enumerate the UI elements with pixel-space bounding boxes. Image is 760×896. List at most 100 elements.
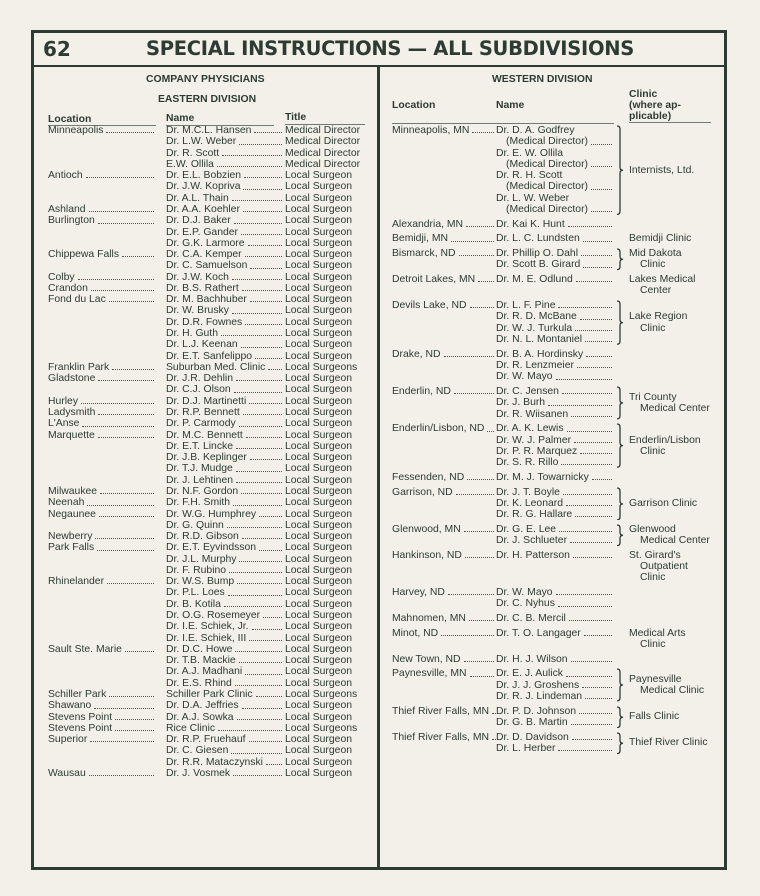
title-cell: Local Surgeon [285, 463, 352, 474]
name-cell: Dr. O.G. Rosemeyer [166, 610, 284, 621]
location-text: Drake, ND [392, 348, 441, 360]
name-cell: Dr. J.R. Dehlin [166, 373, 284, 384]
location-text: Gladstone [48, 373, 96, 385]
dot-leader [575, 509, 612, 518]
header-underline [392, 123, 614, 124]
name-cell: Dr. C. Giesen [166, 745, 284, 756]
title-cell: Local Surgeon [285, 384, 352, 395]
location-cell: Minneapolis [48, 125, 156, 136]
physician-title: Local Surgeon [285, 553, 353, 565]
physician-name: Dr. A.A. Koehler [166, 203, 240, 215]
location-cell: Shawano [48, 700, 156, 711]
dot-leader [469, 300, 494, 309]
dot-leader [106, 125, 154, 134]
table-row: Stevens Point Rice Clinic Local Surgeons [48, 723, 368, 734]
physician-name-line: (Medical Director) [496, 181, 614, 192]
dot-leader [244, 170, 282, 179]
dot-leader [82, 418, 154, 427]
location-text: Ladysmith [48, 407, 96, 418]
physician-name: Dr. J. Burh [496, 397, 546, 409]
physician-name: Dr. J.W. Kopriva [166, 181, 241, 193]
physician-name: Dr. R. J. Lindeman [496, 691, 583, 703]
physician-title: Local Surgeon [285, 384, 353, 396]
location-text: Antioch [48, 170, 83, 182]
physician-title: Local Surgeon [285, 666, 353, 678]
physician-title: Local Surgeon [285, 249, 353, 261]
dot-leader [242, 407, 282, 416]
title-cell: Local Surgeon [285, 272, 352, 283]
title-cell: Medical Director [285, 125, 360, 136]
name-cell: Dr. E.T. Sanfelippo [166, 351, 284, 362]
clinic-cell: Lakes Medical Center [629, 274, 695, 297]
physician-name: Dr. R. H. Scott [496, 170, 563, 182]
location-text: Fessenden, ND [392, 471, 465, 483]
physician-name-line: (Medical Director) [496, 136, 614, 147]
title-cell: Local Surgeon [285, 666, 352, 677]
dot-leader [239, 554, 282, 562]
physician-title: Local Surgeon [285, 508, 353, 520]
dot-leader [590, 136, 612, 145]
clinic-name-line: Mid Dakota [629, 248, 682, 260]
dot-leader [81, 396, 154, 405]
physician-name: Dr. D.J. Baker [166, 215, 231, 227]
location-text: Bismarck, ND [392, 248, 456, 260]
title-cell: Local Surgeon [285, 204, 352, 215]
physician-title: Local Surgeon [285, 711, 353, 723]
title-cell: Medical Director [285, 136, 360, 147]
physician-name-line: Dr. C. Nyhus [496, 598, 614, 609]
dot-leader [231, 745, 282, 754]
physician-name: Dr. B. A. Hordinsky [496, 348, 584, 360]
location-text: Mahnomen, MN [392, 613, 466, 625]
title-cell: Local Surgeon [285, 305, 352, 316]
physician-title: Local Surgeon [285, 734, 353, 746]
physician-title: Local Surgeon [285, 519, 353, 531]
names-cell: Dr. M. E. Odlund [496, 274, 614, 285]
dot-leader [241, 486, 282, 495]
name-cell: Dr. A.A. Koehler [166, 204, 284, 215]
physician-title: Local Surgeon [285, 170, 353, 182]
dot-leader [259, 542, 282, 551]
physician-name: Dr. W.G. Humphrey [166, 508, 257, 520]
title-cell: Local Surgeon [285, 317, 352, 328]
table-row: Colby Dr. J.W. Koch Local Surgeon [48, 272, 368, 283]
dot-leader [558, 743, 612, 752]
physician-name: Dr. E.T. Eyvindsson [166, 542, 257, 554]
physician-title: Local Surgeon [285, 542, 353, 554]
dot-leader [579, 706, 612, 714]
name-cell: Dr. N.F. Gordon [166, 486, 284, 497]
physician-name-line: Dr. J. J. Groshens [496, 680, 614, 691]
physician-name: Dr. F. Rubino [166, 564, 227, 576]
dot-leader [250, 260, 282, 269]
clinic-cell: Tri County Medical Center [629, 392, 710, 415]
dot-leader [233, 215, 282, 224]
physician-name: Dr. C. Giesen [166, 745, 229, 757]
physician-name: Dr. A.L. Thain [166, 192, 229, 204]
name-cell: Dr. T.B. Mackie [166, 655, 284, 666]
name-cell: Dr. W.G. Humphrey [166, 509, 284, 520]
table-row: Dr. J.W. Kopriva Local Surgeon [48, 181, 368, 192]
location-cell: Fessenden, ND [392, 472, 496, 483]
location-text: Minneapolis, MN [392, 125, 470, 136]
title-cell: Local Surgeon [285, 599, 352, 610]
physician-name: Dr. G. E. Lee [496, 523, 557, 535]
names-cell: Dr. G. E. Lee Dr. J. Schlueter [496, 524, 614, 547]
name-cell: Dr. J. Lehtinen [166, 475, 284, 486]
location-cell: Chippewa Falls [48, 249, 156, 260]
header-underline [285, 124, 365, 125]
dot-leader [235, 463, 282, 472]
location-cell: Glenwood, MN [392, 524, 496, 535]
physician-name: Dr. J. J. Groshens [496, 679, 580, 691]
dot-leader [441, 628, 494, 637]
clinic-name-line: Thief River Clinic [629, 737, 708, 749]
table-row: Milwaukee Dr. N.F. Gordon Local Surgeon [48, 486, 368, 497]
dot-leader [87, 497, 154, 506]
dot-leader [97, 430, 154, 438]
western-physicians-table: Minneapolis, MN Dr. D. A. Godfrey (Medical… [392, 125, 722, 758]
location-text: Neenah [48, 497, 85, 509]
physician-title: Local Surgeon [285, 328, 353, 340]
physician-name-line: Dr. R. D. McBane [496, 311, 614, 322]
dot-leader [220, 328, 282, 337]
location-text: Hurley [48, 395, 79, 407]
physician-name: Dr. Scott B. Girard [496, 259, 581, 271]
physician-name: Rice Clinic [166, 722, 216, 734]
